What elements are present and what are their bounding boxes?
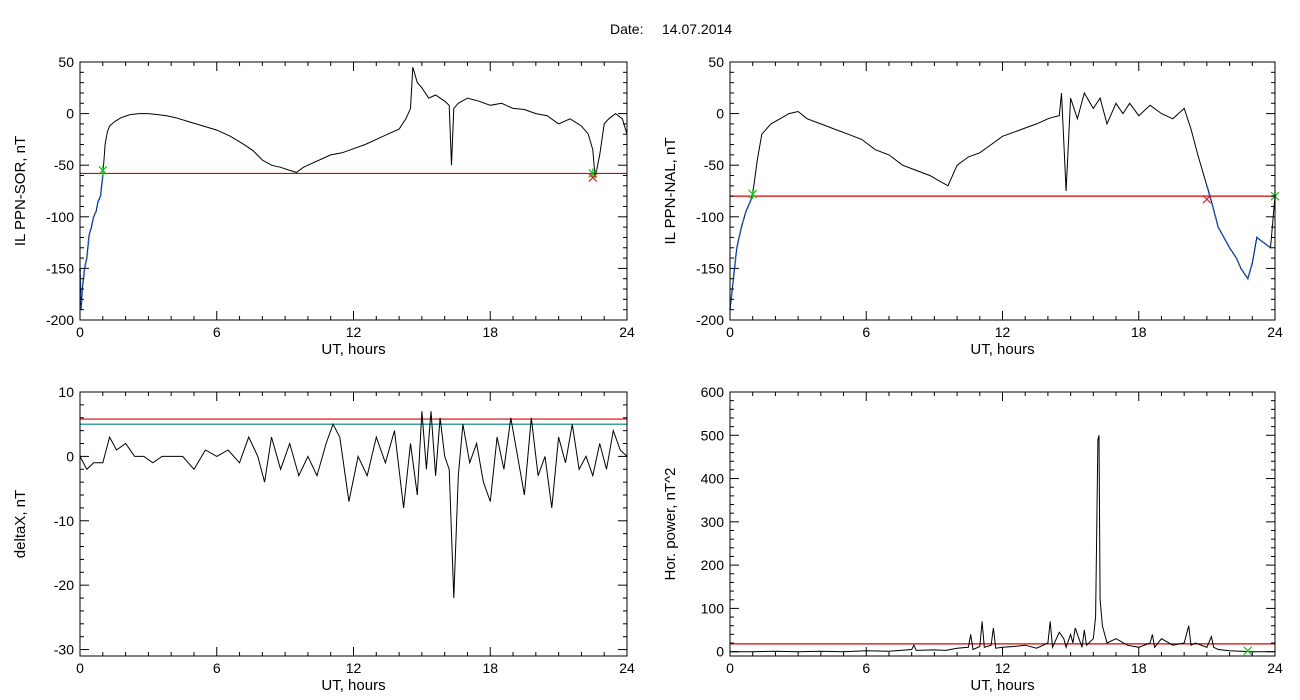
below-threshold-segment <box>1206 185 1271 281</box>
panel-power: 0 6 12 18 24 600 500 400 300 200 100 0 UT, hours Hor.… <box>662 384 1283 694</box>
y-tick-label: 0 <box>716 644 724 660</box>
x-tick-label: 0 <box>726 324 734 340</box>
x-tick-label: 6 <box>213 324 221 340</box>
x-tick-label: 0 <box>76 660 84 676</box>
x-tick-label: 24 <box>619 324 635 340</box>
x-axis-label: UT, hours <box>970 341 1034 358</box>
y-tick-label: -30 <box>54 642 74 658</box>
x-tick-label: 12 <box>995 660 1011 676</box>
y-tick-label: 50 <box>58 54 74 70</box>
panel-deltax: 0 6 12 18 24 10 0 -10 -20 -30 UT, hours deltaX, nT <box>12 384 635 694</box>
y-tick-label: 400 <box>701 471 725 487</box>
below-threshold-segment <box>79 175 104 310</box>
x-tick-label: 6 <box>213 660 221 676</box>
x-axis-label: UT, hours <box>321 341 385 358</box>
y-tick-label: -100 <box>696 209 724 225</box>
x-tick-label: 24 <box>1267 324 1283 340</box>
y-tick-label: -50 <box>54 157 74 173</box>
star-marker <box>98 165 108 176</box>
date-label: Date: <box>610 21 643 37</box>
x-axis-label: UT, hours <box>970 677 1034 694</box>
plot-frame <box>729 61 1276 321</box>
series-line <box>79 411 628 599</box>
y-axis-label: IL PPN-SOR, nT <box>12 136 29 246</box>
x-tick-label: 24 <box>619 660 635 676</box>
x-tick-label: 6 <box>862 324 870 340</box>
cross-marker <box>588 173 598 183</box>
date-value: 14.07.2014 <box>662 21 732 37</box>
below-threshold-segment <box>729 193 754 310</box>
y-tick-label: -50 <box>704 157 724 173</box>
x-tick-label: 12 <box>346 324 362 340</box>
y-tick-label: -100 <box>46 209 74 225</box>
y-tick-label: 200 <box>701 557 725 573</box>
x-tick-label: 18 <box>482 660 498 676</box>
y-tick-label: 0 <box>716 106 724 122</box>
panel-nal: 0 6 12 18 24 50 0 -50 -100 -150 -200 UT, hours IL PP… <box>662 54 1283 358</box>
y-tick-label: 0 <box>66 448 74 464</box>
x-axis-label: UT, hours <box>321 677 385 694</box>
y-tick-label: 300 <box>701 514 725 530</box>
series-line <box>729 91 1276 310</box>
plot-frame <box>729 391 1276 657</box>
x-tick-label: 0 <box>76 324 84 340</box>
y-tick-label: 50 <box>708 54 724 70</box>
y-tick-label: 100 <box>701 600 725 616</box>
x-tick-label: 18 <box>482 324 498 340</box>
y-axis-label: Hor. power, nT^2 <box>662 468 679 581</box>
plot-frame <box>79 61 628 321</box>
cross-marker <box>1202 194 1212 204</box>
y-tick-label: 500 <box>701 427 725 443</box>
x-tick-label: 18 <box>1131 660 1147 676</box>
y-axis-label: IL PPN-NAL, nT <box>662 138 679 245</box>
cross-marker <box>1243 646 1253 656</box>
x-tick-label: 0 <box>726 660 734 676</box>
star-marker <box>748 189 758 200</box>
panel-sor: 0 6 12 18 24 50 0 -50 -100 -150 -200 UT, hours IL PP… <box>12 54 635 358</box>
x-tick-label: 6 <box>862 660 870 676</box>
y-tick-label: -150 <box>696 260 724 276</box>
x-tick-label: 12 <box>995 324 1011 340</box>
y-tick-label: 10 <box>58 384 74 400</box>
y-tick-label: -20 <box>54 577 74 593</box>
y-tick-label: -10 <box>54 513 74 529</box>
y-tick-label: -200 <box>46 312 74 328</box>
y-tick-label: 0 <box>66 106 74 122</box>
y-tick-label: -200 <box>696 312 724 328</box>
plot-frame <box>79 391 628 657</box>
y-axis-label: deltaX, nT <box>12 490 29 558</box>
series-line <box>79 67 628 310</box>
series-line <box>730 435 1275 653</box>
y-tick-label: 600 <box>701 384 725 400</box>
y-tick-label: -150 <box>46 260 74 276</box>
x-tick-label: 12 <box>346 660 362 676</box>
x-tick-label: 24 <box>1267 660 1283 676</box>
x-tick-label: 18 <box>1131 324 1147 340</box>
